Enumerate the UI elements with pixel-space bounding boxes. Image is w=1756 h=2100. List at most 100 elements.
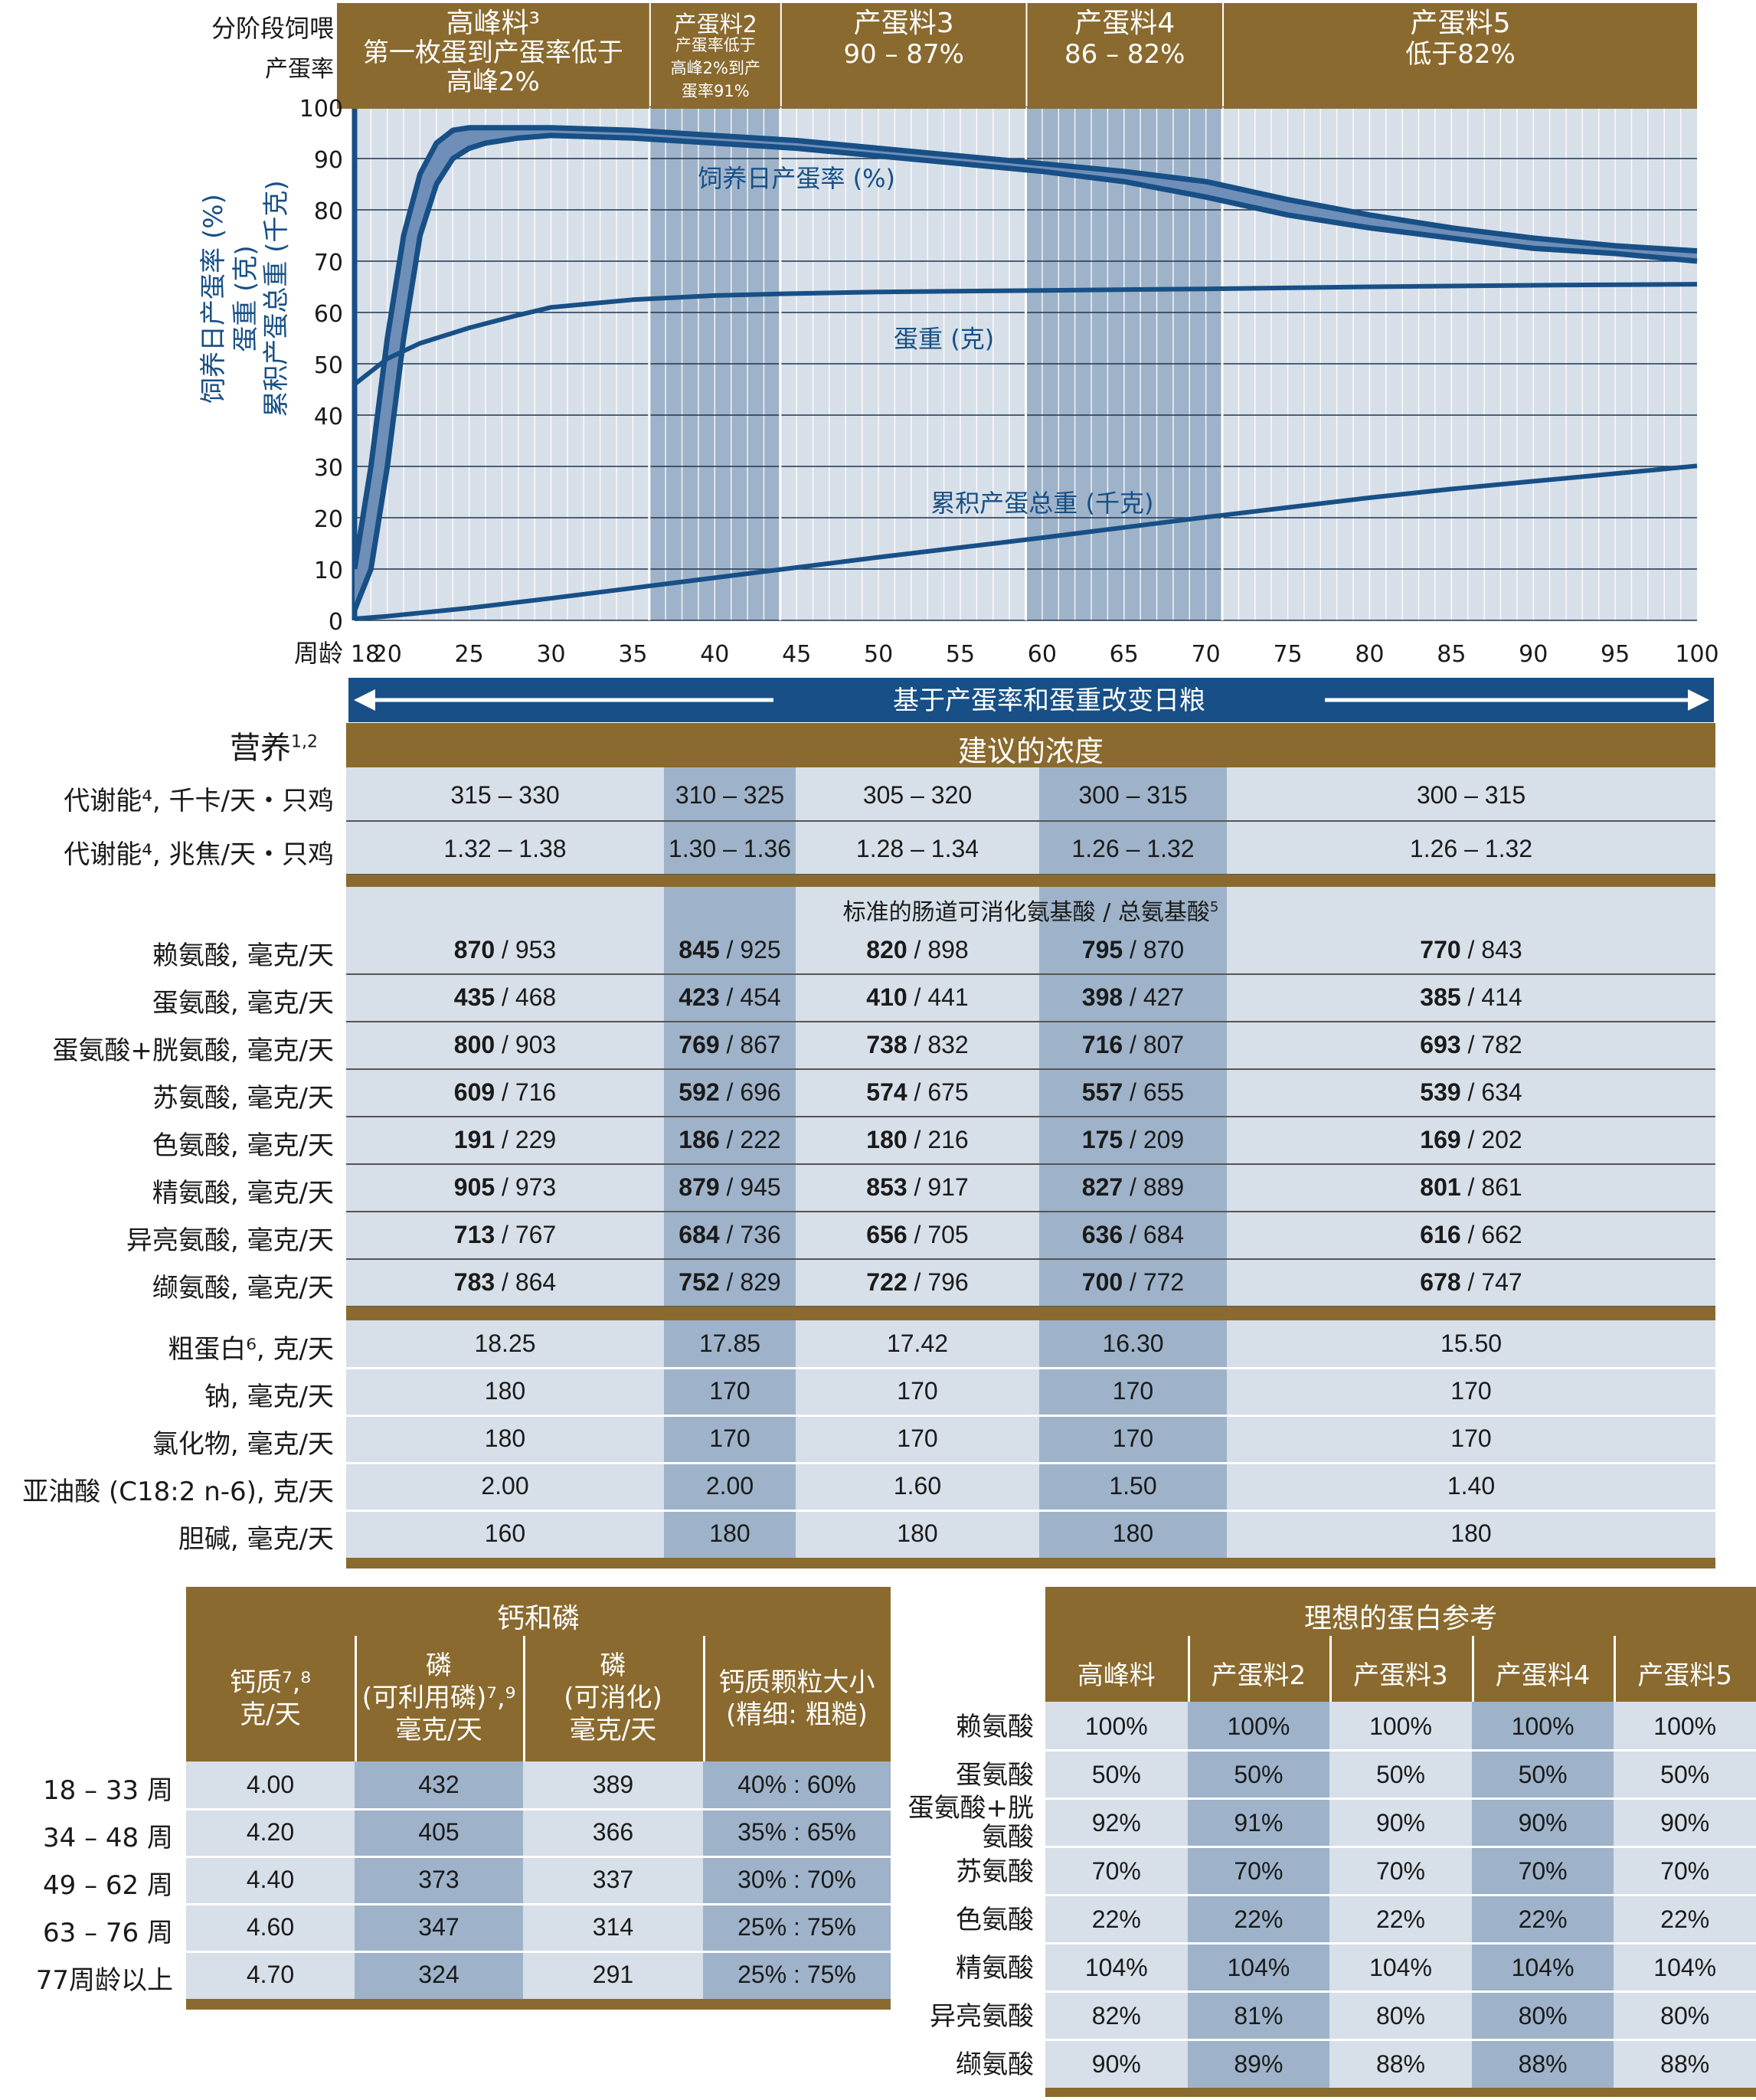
calcium-row-label: 18 – 33 周 — [43, 1775, 173, 1806]
row-divider — [1045, 1749, 1756, 1752]
ideal-value: 82% — [1091, 2002, 1141, 2030]
amino-value: 853 / 917 — [796, 1173, 1039, 1202]
other-value: 16.30 — [1102, 1330, 1164, 1357]
row-divider — [346, 1510, 1715, 1512]
calcium-value: 4.70 — [246, 1961, 295, 1988]
total-value: / 870 — [1123, 936, 1185, 963]
other-row-label: 钠, 毫克/天 — [204, 1382, 334, 1412]
other-value: 1.50 — [1109, 1472, 1157, 1500]
row-divider — [346, 1367, 1715, 1369]
energy-value: 1.30 – 1.36 — [668, 835, 792, 862]
amino-value: 752 / 829 — [664, 1268, 796, 1297]
x-tick-label: 75 — [1273, 641, 1302, 668]
energy-value: 1.28 – 1.34 — [855, 835, 979, 862]
ideal-value: 92% — [1091, 1809, 1141, 1837]
calcium-col-shade — [703, 1761, 891, 1999]
conc-header-bar — [346, 723, 1715, 767]
egg-mass-line — [354, 463, 1698, 621]
calcium-value: 405 — [418, 1818, 459, 1846]
label-line: 缬氨酸 — [956, 2049, 1034, 2080]
digestible-value: 827 — [1081, 1173, 1123, 1201]
amino-value: 879 / 945 — [664, 1173, 796, 1202]
header-line: 磷 — [600, 1650, 626, 1681]
calcium-value: 25% : 75% — [737, 1961, 856, 1988]
amino-value: 769 / 867 — [664, 1031, 796, 1059]
calcium-row-label: 49 – 62 周 — [43, 1870, 173, 1901]
arrow-left-head — [354, 689, 375, 711]
header-line: 磷 — [426, 1650, 452, 1681]
digestible-value: 783 — [453, 1268, 495, 1296]
phase-desc-5: 低于82% — [1405, 39, 1516, 70]
ideal-value: 90% — [1091, 2050, 1141, 2078]
label-line: 蛋氨酸+胱 — [907, 1793, 1035, 1824]
energy-value: 310 – 325 — [675, 781, 785, 809]
ideal-value: 22% — [1375, 1905, 1425, 1933]
ideal-value: 70% — [1234, 1857, 1283, 1885]
phase-desc-1: 第一枚蛋到产蛋率低于 — [363, 38, 623, 68]
x-tick-label: 25 — [455, 641, 484, 668]
calcium-value: 373 — [418, 1866, 459, 1893]
other-value: 180 — [709, 1519, 750, 1547]
x-tick-label: 100 — [1675, 641, 1718, 668]
row-divider — [186, 1903, 891, 1905]
phase-title-2: 产蛋料2 — [674, 11, 757, 38]
ideal-value: 70% — [1660, 1857, 1710, 1885]
amino-value: 191 / 229 — [346, 1126, 664, 1154]
total-value: / 864 — [495, 1268, 557, 1296]
calcium-value: 4.20 — [246, 1818, 295, 1846]
energy-value: 315 – 330 — [450, 781, 560, 809]
phase-desc-2c: 蛋率91% — [682, 82, 750, 100]
ideal-value: 90% — [1660, 1809, 1710, 1837]
other-row-label: 胆碱, 毫克/天 — [178, 1524, 334, 1555]
total-value: / 454 — [719, 983, 781, 1011]
calcium-row-label: 63 – 76 周 — [43, 1918, 173, 1948]
y-tick-label: 50 — [314, 352, 343, 379]
row-divider — [1045, 1942, 1756, 1945]
digestible-value: 175 — [1081, 1126, 1123, 1153]
total-value: / 925 — [719, 936, 781, 963]
total-value: / 782 — [1460, 1031, 1522, 1058]
y-tick-label: 30 — [314, 455, 343, 482]
row-divider — [346, 1163, 1715, 1165]
egg-mass-curve-label: 累积产蛋总重 (千克) — [930, 489, 1153, 518]
ideal-value: 100% — [1084, 1712, 1148, 1740]
phase-header-4 — [1027, 3, 1223, 109]
nutrient-sup: 1,2 — [291, 732, 318, 752]
calcium-header-bg — [186, 1587, 891, 1761]
amino-row-label: 缬氨酸, 毫克/天 — [152, 1273, 334, 1304]
total-value: / 736 — [719, 1221, 781, 1248]
amino-value: 180 / 216 — [796, 1126, 1039, 1154]
total-value: / 867 — [719, 1031, 781, 1058]
digestible-value: 191 — [453, 1126, 495, 1153]
calcium-col-header: 磷 (可利用磷)⁷,⁹ 毫克/天 — [355, 1650, 523, 1746]
other-col-shade — [1039, 1320, 1227, 1558]
digestible-value: 592 — [679, 1078, 720, 1106]
phase-header-2 — [650, 3, 780, 109]
amino-value: 435 / 468 — [346, 983, 664, 1012]
ideal-value: 90% — [1375, 1809, 1425, 1837]
ideal-row-label: 赖氨酸 — [956, 1712, 1034, 1742]
y-axis-title-2: 蛋重 (克) — [231, 245, 261, 352]
header-divider — [355, 1636, 357, 1761]
amino-value: 716 / 807 — [1039, 1031, 1227, 1059]
header-divider — [1329, 1636, 1333, 1702]
total-value: / 202 — [1460, 1126, 1522, 1153]
ideal-value: 104% — [1653, 1954, 1717, 1981]
energy-row-label: 代谢能⁴, 兆焦/天・只鸡 — [64, 839, 334, 870]
x-tick-label: 85 — [1437, 641, 1466, 668]
calcium-value: 324 — [418, 1961, 459, 1988]
total-value: / 898 — [907, 936, 969, 963]
total-value: / 807 — [1123, 1031, 1185, 1058]
arrow-label: 基于产蛋率和蛋重改变日粮 — [893, 685, 1205, 716]
header-divider — [1471, 1636, 1474, 1702]
other-value: 170 — [709, 1377, 750, 1405]
row-divider — [1045, 2039, 1756, 2041]
energy-row-label: 代谢能⁴, 千卡/天・只鸡 — [64, 786, 334, 816]
amino-value: 557 / 655 — [1039, 1078, 1227, 1107]
ideal-row-label: 蛋氨酸+胱 氨酸 — [908, 1794, 1035, 1852]
other-value: 180 — [897, 1519, 938, 1547]
header-line: 钙质⁷,⁸ — [229, 1667, 312, 1698]
y-tick-label: 70 — [314, 250, 343, 276]
calcium-value: 432 — [418, 1771, 459, 1798]
digestible-value: 423 — [679, 983, 720, 1011]
